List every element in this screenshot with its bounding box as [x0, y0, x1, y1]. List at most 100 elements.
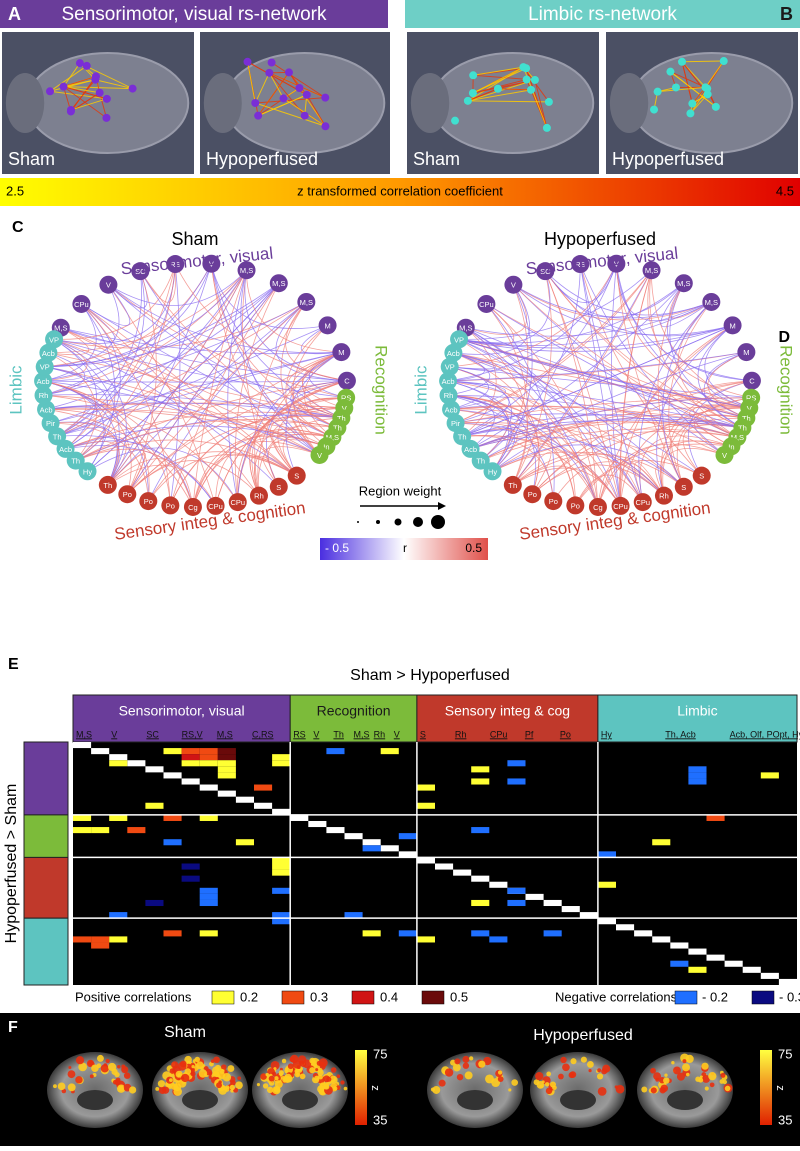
- activation-blob: [184, 1068, 192, 1075]
- weight-dot: [431, 515, 445, 529]
- region-dot: [671, 83, 680, 92]
- edges: [447, 263, 753, 508]
- diagonal-cell: [597, 918, 616, 925]
- region-dot: [102, 113, 111, 122]
- activation-blob: [279, 1067, 283, 1071]
- activation-blob: [309, 1057, 316, 1064]
- connection-edge: [458, 338, 750, 409]
- connection-edge: [108, 284, 342, 419]
- region-label: Pir: [46, 419, 56, 428]
- region-label: VP: [445, 363, 455, 372]
- activation-blob: [569, 1071, 577, 1078]
- region-label: Rh: [659, 492, 669, 501]
- region-node: [611, 496, 630, 515]
- matrix-cell: [489, 936, 508, 943]
- activation-blob: [698, 1077, 704, 1083]
- activation-blob: [299, 1073, 306, 1080]
- legend-value: 0.4: [380, 989, 398, 1004]
- region-dot: [254, 111, 263, 120]
- connection-edge: [615, 263, 752, 382]
- connection-edge: [492, 451, 665, 496]
- matrix-cell: [272, 887, 291, 894]
- region-label: Acb: [445, 405, 458, 414]
- cerebellum: [609, 73, 649, 133]
- connection: [306, 94, 326, 127]
- region-label: Po: [571, 501, 580, 510]
- connection-edge: [465, 301, 712, 337]
- activation-blob: [114, 1071, 120, 1078]
- activation-blob: [272, 1086, 281, 1095]
- region-node: [249, 486, 268, 505]
- legend-swatch: [281, 990, 305, 1005]
- connection-edge: [60, 327, 327, 447]
- activation-blob: [213, 1056, 220, 1064]
- connection-edge: [44, 263, 212, 368]
- region-label: Hy: [83, 467, 92, 476]
- connection-edge: [458, 338, 599, 508]
- connection-edge: [46, 408, 171, 506]
- activation-blob: [191, 1065, 195, 1069]
- connection-edge: [458, 324, 733, 352]
- matrix-cell: [507, 887, 526, 894]
- connection: [705, 60, 725, 88]
- region-label: SC: [135, 267, 146, 276]
- matrix-cell: [73, 936, 92, 943]
- region-label: Th: [738, 424, 747, 433]
- region-node: [337, 371, 356, 390]
- activation-blob: [580, 1056, 587, 1063]
- matrix-cell: [362, 930, 381, 937]
- activation-blob: [118, 1085, 125, 1092]
- connection-edge: [107, 464, 216, 507]
- image-label: Hypoperfused: [612, 149, 724, 169]
- matrix-cell: [416, 802, 435, 809]
- region-node: [702, 292, 721, 311]
- region-dot: [686, 109, 695, 118]
- region-node: [442, 400, 461, 419]
- activation-blob: [222, 1073, 232, 1082]
- region-label: Acb: [447, 349, 460, 358]
- panel-letter: B: [780, 4, 793, 24]
- connection-edge: [532, 464, 665, 496]
- connection-edge: [46, 408, 327, 447]
- diagonal-cell: [489, 881, 508, 888]
- matrix-cell: [688, 966, 707, 973]
- region-label: RS: [575, 260, 585, 269]
- matrix-cell: [181, 875, 200, 882]
- matrix-cell: [163, 748, 182, 755]
- activation-blob: [227, 1065, 235, 1072]
- region-label: S: [681, 483, 686, 492]
- activation-blob: [558, 1073, 564, 1080]
- region-label: Po: [166, 501, 175, 510]
- activation-blob: [198, 1069, 208, 1078]
- connection: [690, 93, 708, 114]
- brain-outline: [25, 52, 190, 154]
- matrix-cell: [272, 912, 291, 919]
- region-node: [633, 493, 652, 512]
- connection-edge: [147, 415, 342, 502]
- matrix-cell: [235, 839, 254, 846]
- matrix-cell: [272, 869, 291, 876]
- group-label: Recognition: [372, 345, 391, 435]
- region-dot: [66, 107, 75, 116]
- region-node: [444, 343, 463, 362]
- connection-edge: [455, 422, 621, 507]
- connection-edge: [246, 270, 342, 353]
- colorbar-max: 4.5: [776, 183, 794, 198]
- region-dot: [91, 72, 100, 81]
- connection-edge: [215, 380, 348, 506]
- matrix-cell: [344, 912, 363, 919]
- connection-edge: [169, 263, 181, 506]
- connection-edge: [704, 325, 750, 409]
- diagonal-cell: [652, 936, 671, 943]
- connection-edge: [87, 447, 239, 503]
- activation-blob: [671, 1061, 675, 1065]
- activation-blob: [511, 1079, 518, 1086]
- connection-edge: [81, 284, 131, 326]
- image-label: Sham: [413, 149, 460, 169]
- region-label: M: [324, 321, 330, 330]
- connection-edge: [81, 303, 297, 476]
- region-dot: [678, 57, 687, 66]
- connection-edge: [107, 270, 247, 486]
- region-label: M,S: [326, 433, 339, 442]
- matrix-cell: [199, 814, 218, 821]
